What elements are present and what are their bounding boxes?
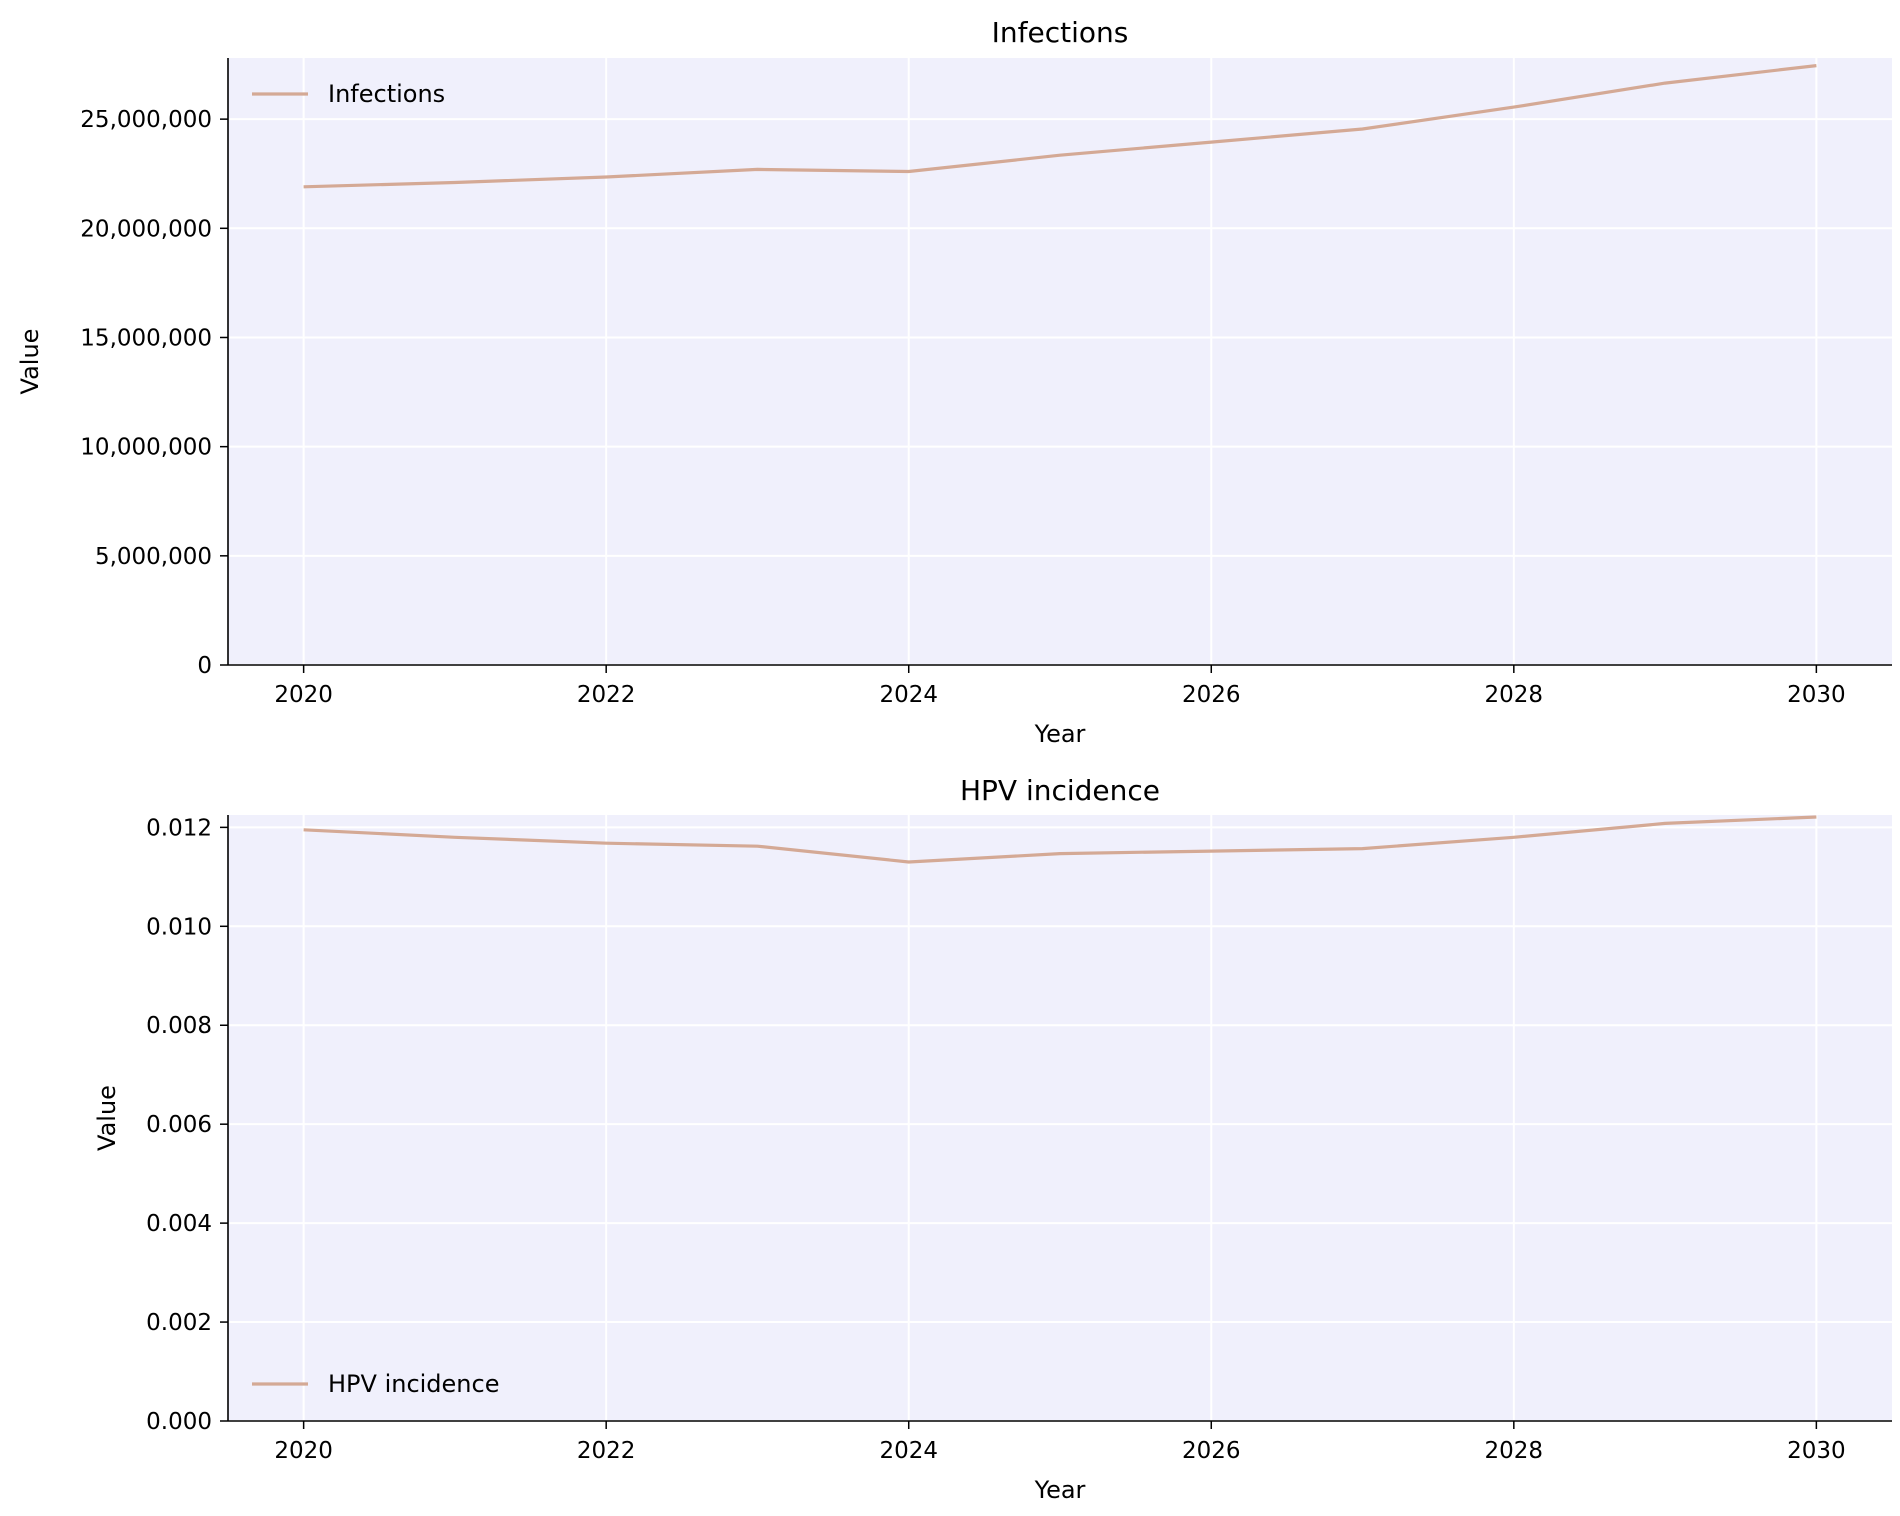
y-tick-label: 10,000,000 bbox=[80, 435, 212, 461]
legend-label-infections: Infections bbox=[328, 80, 445, 108]
y-tick-label: 0.002 bbox=[146, 1310, 212, 1336]
y-tick-label: 0 bbox=[197, 653, 212, 679]
chart-title: Infections bbox=[992, 16, 1129, 49]
x-tick-label: 2024 bbox=[879, 682, 938, 708]
x-tick-label: 2028 bbox=[1485, 1438, 1544, 1464]
x-tick-label: 2026 bbox=[1182, 1438, 1241, 1464]
legend: HPV incidence bbox=[252, 1370, 499, 1398]
chart-title: HPV incidence bbox=[960, 774, 1160, 807]
y-tick-label: 5,000,000 bbox=[95, 544, 212, 570]
series-layer bbox=[303, 815, 1817, 864]
series-line bbox=[303, 64, 1817, 189]
y-tick-label: 0.010 bbox=[146, 914, 212, 940]
x-tick-label: 2022 bbox=[577, 682, 636, 708]
plot-area bbox=[228, 815, 1892, 1421]
grid bbox=[228, 815, 1892, 1422]
y-axis-label: Value bbox=[16, 329, 44, 395]
x-tick-label: 2020 bbox=[274, 682, 333, 708]
y-tick-label: 0.006 bbox=[146, 1112, 212, 1138]
y-tick-label: 15,000,000 bbox=[80, 325, 212, 351]
x-tick-label: 2024 bbox=[879, 1438, 938, 1464]
y-tick-label: 0.008 bbox=[146, 1013, 212, 1039]
infections-chart: 2020 2022 2024 2026 2028 2030 0 5,000,000 10,000… bbox=[16, 16, 1892, 748]
x-tick-label: 2026 bbox=[1182, 682, 1241, 708]
y-axis-label: Value bbox=[93, 1085, 121, 1151]
y-tick-label: 0.012 bbox=[146, 815, 212, 841]
series-line bbox=[303, 815, 1817, 864]
hpv-incidence-chart: 2020 2022 2024 2026 2028 2030 0.000 0.002 0.004 0… bbox=[93, 774, 1892, 1504]
y-tick-label: 25,000,000 bbox=[80, 107, 212, 133]
legend-label-hpv-incidence: HPV incidence bbox=[328, 1370, 499, 1398]
y-tick-label: 0.000 bbox=[146, 1409, 212, 1435]
x-tick-label: 2028 bbox=[1485, 682, 1544, 708]
series-layer bbox=[303, 64, 1817, 189]
x-tick-label: 2030 bbox=[1787, 1438, 1846, 1464]
axes bbox=[227, 815, 1892, 1422]
legend: Infections bbox=[252, 80, 445, 108]
plot-area bbox=[228, 58, 1892, 665]
x-tick-label: 2020 bbox=[274, 1438, 333, 1464]
ticks: 2020 2022 2024 2026 2028 2030 0 5,000,000 10,000… bbox=[80, 107, 1845, 708]
x-tick-label: 2022 bbox=[577, 1438, 636, 1464]
ticks: 2020 2022 2024 2026 2028 2030 0.000 0.002 0.004 0… bbox=[146, 815, 1845, 1464]
x-tick-label: 2030 bbox=[1787, 682, 1846, 708]
axes bbox=[227, 58, 1892, 666]
y-tick-label: 20,000,000 bbox=[80, 216, 212, 242]
x-axis-label: Year bbox=[1034, 720, 1086, 748]
x-axis-label: Year bbox=[1034, 1476, 1086, 1504]
y-tick-label: 0.004 bbox=[146, 1211, 212, 1237]
